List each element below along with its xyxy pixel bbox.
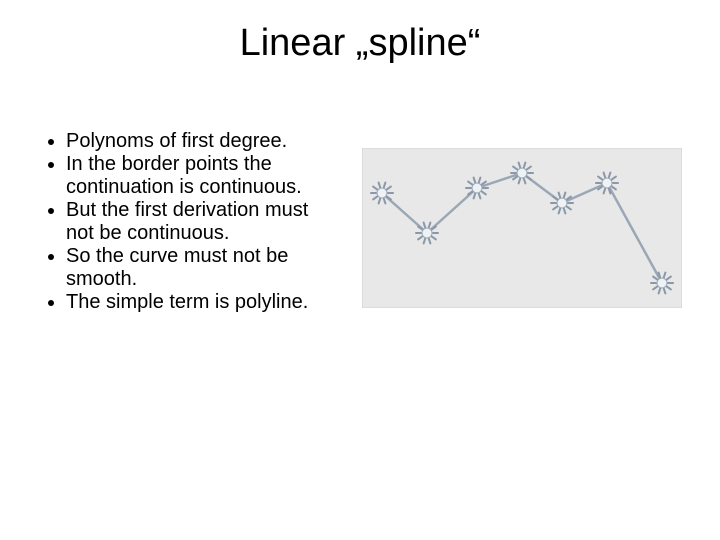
bullet-item: But the first derivation must not be con… [66, 199, 340, 245]
bullet-item: Polynoms of first degree. [66, 130, 340, 153]
linear-spline-chart [362, 148, 682, 308]
slide: Linear „spline“ Polynoms of first degree… [0, 0, 720, 540]
bullet-item: So the curve must not be smooth. [66, 245, 340, 291]
bullet-list: Polynoms of first degree.In the border p… [40, 130, 340, 314]
bullet-item: In the border points the continuation is… [66, 153, 340, 199]
bullet-item: The simple term is polyline. [66, 291, 340, 314]
slide-title: Linear „spline“ [0, 22, 720, 65]
bullet-list-container: Polynoms of first degree.In the border p… [40, 130, 340, 314]
